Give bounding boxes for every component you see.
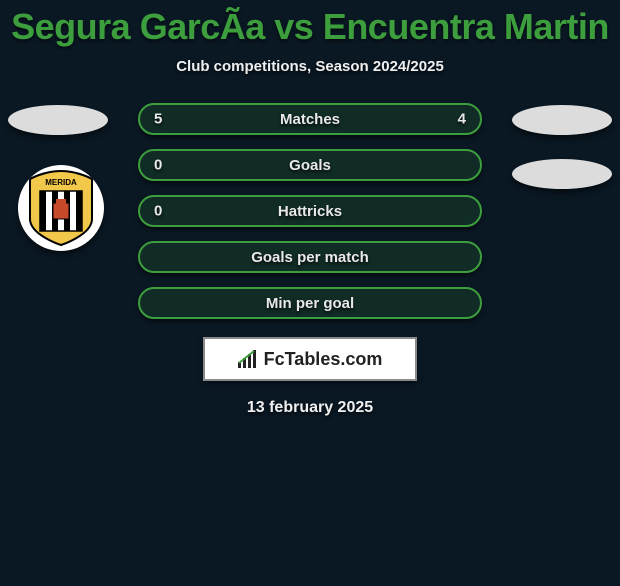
right-ellipse-1 [512,105,612,135]
stat-row-goals: 0 Goals [138,149,482,181]
date-text: 13 february 2025 [0,399,620,417]
right-ellipse-2 [512,159,612,189]
stat-left: 0 [154,203,162,220]
left-ellipse-1 [8,105,108,135]
stat-right: 4 [458,111,466,128]
stat-row-goals-per-match: Goals per match [138,241,482,273]
stat-label: Min per goal [266,295,354,312]
brand-logo: FcTables.com [238,349,383,370]
stat-row-hattricks: 0 Hattricks [138,195,482,227]
page-title: Segura GarcÃ­a vs Encuentra Martin [0,6,620,48]
stat-left: 5 [154,111,162,128]
stat-label: Goals per match [251,249,369,266]
stat-row-matches: 5 Matches 4 [138,103,482,135]
comparison-area: MERIDA 5 Matches 4 0 Goals 0 Hattricks [0,103,620,417]
club-badge: MERIDA [18,165,104,251]
stat-left: 0 [154,157,162,174]
club-badge-icon: MERIDA [18,165,104,251]
stat-label: Hattricks [278,203,342,220]
subtitle: Club competitions, Season 2024/2025 [0,58,620,75]
bar-chart-icon [238,350,260,368]
badge-text: MERIDA [45,178,77,187]
stat-label: Goals [289,157,331,174]
brand-text: FcTables.com [264,349,383,370]
brand-box: FcTables.com [203,337,417,381]
stat-rows: 5 Matches 4 0 Goals 0 Hattricks Goals pe… [138,103,482,319]
stat-label: Matches [280,111,340,128]
stat-row-min-per-goal: Min per goal [138,287,482,319]
